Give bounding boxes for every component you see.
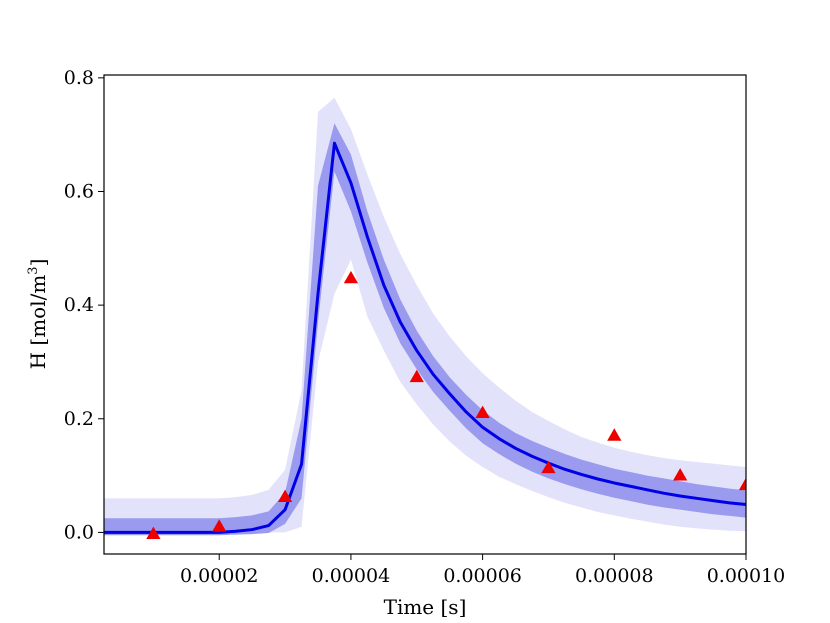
x-tick-label: 0.00002 (180, 565, 259, 587)
y-axis-label-close: ] (26, 259, 50, 267)
observed-point (343, 270, 359, 284)
observed-point (277, 489, 293, 503)
y-axis-label-sup: 3 (26, 266, 41, 274)
series-line-mean (104, 141, 746, 534)
x-tick-label: 0.00006 (443, 565, 522, 587)
x-axis-label: Time [s] (384, 595, 467, 619)
observed-point (673, 468, 688, 481)
observed-point (475, 405, 490, 418)
y-tick-label: 0.0 (64, 521, 94, 543)
x-tick-label: 0.00008 (575, 565, 654, 587)
y-axis-label: H [mol/m3] (26, 259, 50, 370)
y-tick-label: 0.6 (64, 180, 94, 202)
band-inner (104, 123, 746, 536)
observed-point (607, 428, 622, 441)
y-tick-label: 0.8 (64, 67, 94, 89)
mean-lines (104, 141, 746, 534)
observed-point (146, 526, 161, 539)
y-tick-label: 0.2 (64, 408, 94, 430)
x-tick-label: 0.00004 (312, 565, 391, 587)
observed-point (738, 477, 746, 491)
x-tick-label: 0.00010 (707, 565, 786, 587)
observed-point (212, 519, 227, 532)
x-axis-ticks: 0.00002 0.00004 0.00006 0.00008 0.00010 (180, 554, 785, 587)
observed-point (541, 460, 556, 474)
y-axis-ticks: 0.0 0.2 0.4 0.6 0.8 (64, 67, 104, 543)
y-axis-label-main: H [mol/m (26, 275, 50, 370)
y-tick-label: 0.4 (64, 294, 94, 316)
observed-point (409, 369, 424, 383)
observed-markers (146, 270, 746, 539)
plot-frame (103, 74, 747, 555)
band-outer (104, 97, 746, 533)
uncertainty-bands (104, 97, 746, 536)
